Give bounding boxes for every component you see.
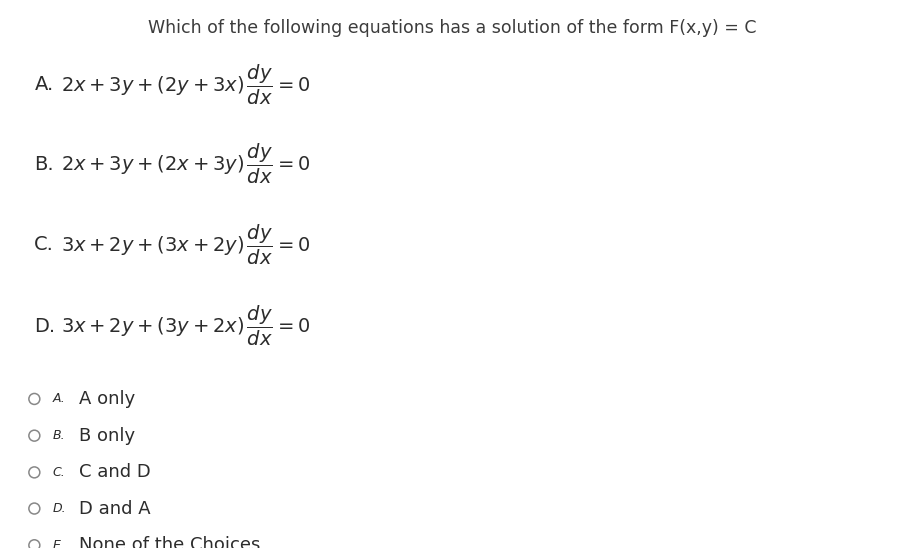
- Text: B.: B.: [34, 155, 54, 174]
- Text: $2x + 3y + (2y + 3x)\,\dfrac{dy}{dx} = 0$: $2x + 3y + (2y + 3x)\,\dfrac{dy}{dx} = 0…: [61, 63, 310, 107]
- Text: C.: C.: [52, 466, 65, 479]
- Text: B.: B.: [52, 429, 65, 442]
- Text: None of the Choices: None of the Choices: [79, 536, 260, 548]
- Text: A.: A.: [34, 76, 53, 94]
- Text: A only: A only: [79, 390, 135, 408]
- Text: $3x + 2y + (3y + 2x)\,\dfrac{dy}{dx} = 0$: $3x + 2y + (3y + 2x)\,\dfrac{dy}{dx} = 0…: [61, 304, 310, 348]
- Text: C.: C.: [34, 236, 54, 254]
- Text: $3x + 2y + (3x + 2y)\,\dfrac{dy}{dx} = 0$: $3x + 2y + (3x + 2y)\,\dfrac{dy}{dx} = 0…: [61, 223, 310, 267]
- Text: E.: E.: [52, 539, 64, 548]
- Text: $2x + 3y + (2x + 3y)\,\dfrac{dy}{dx} = 0$: $2x + 3y + (2x + 3y)\,\dfrac{dy}{dx} = 0…: [61, 142, 310, 186]
- Text: A.: A.: [52, 392, 65, 406]
- Text: D.: D.: [52, 502, 66, 515]
- Text: D.: D.: [34, 317, 55, 335]
- Text: C and D: C and D: [79, 464, 150, 481]
- Text: D and A: D and A: [79, 500, 150, 517]
- Text: Which of the following equations has a solution of the form F(x,y) = C: Which of the following equations has a s…: [147, 19, 756, 37]
- Text: B only: B only: [79, 427, 135, 444]
